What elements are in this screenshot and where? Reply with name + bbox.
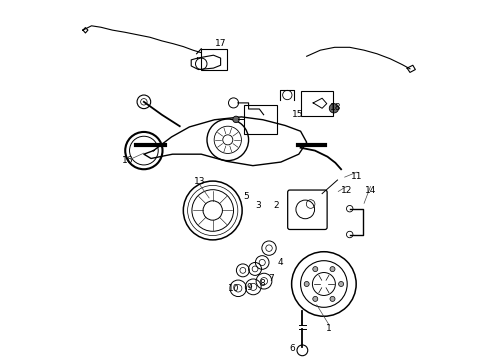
Text: 8: 8	[259, 279, 265, 288]
Text: 18: 18	[330, 103, 341, 112]
Text: 16: 16	[122, 157, 133, 166]
Text: 2: 2	[273, 201, 279, 210]
Text: 1: 1	[326, 324, 332, 333]
Circle shape	[330, 266, 335, 271]
Circle shape	[329, 104, 339, 113]
Text: 4: 4	[278, 258, 284, 267]
Text: 12: 12	[341, 185, 352, 194]
Text: 14: 14	[365, 185, 376, 194]
Text: 11: 11	[351, 172, 363, 181]
Circle shape	[313, 266, 318, 271]
Text: 7: 7	[268, 274, 274, 283]
Text: 15: 15	[293, 110, 304, 119]
Text: 13: 13	[195, 177, 206, 186]
Text: 17: 17	[215, 39, 226, 48]
Circle shape	[313, 296, 318, 301]
Bar	[300, 91, 333, 116]
Text: 6: 6	[290, 344, 295, 353]
Circle shape	[233, 116, 239, 123]
Bar	[245, 105, 276, 134]
Text: 10: 10	[228, 284, 239, 293]
Circle shape	[330, 296, 335, 301]
Circle shape	[339, 282, 343, 287]
Circle shape	[304, 282, 309, 287]
Text: 9: 9	[247, 283, 252, 292]
Text: 3: 3	[256, 201, 262, 210]
Text: 5: 5	[243, 192, 248, 201]
Bar	[201, 49, 227, 69]
